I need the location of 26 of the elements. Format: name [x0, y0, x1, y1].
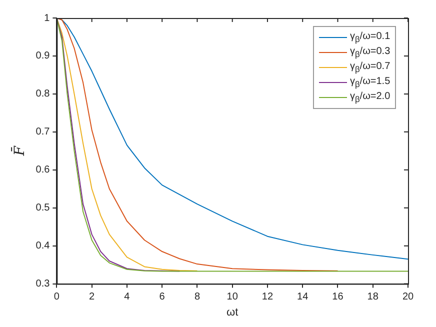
- y-tick-label: 0.7: [36, 126, 50, 138]
- y-tick-label: 0.3: [36, 278, 50, 290]
- x-tick-label: 18: [367, 292, 379, 303]
- x-axis-title: ωt: [226, 306, 238, 318]
- x-tick-label: 0: [54, 292, 60, 303]
- x-tick-label: 20: [402, 292, 414, 303]
- y-tick-label: 0.9: [36, 50, 50, 62]
- y-axis-title: F̄: [10, 144, 28, 157]
- legend-label: γ$_{β}$/ω=0.3: [350, 46, 390, 59]
- y-tick-label: 0.4: [36, 240, 50, 252]
- x-tick-label: 16: [332, 292, 344, 303]
- x-tick-label: 10: [226, 292, 238, 303]
- x-tick-label: 14: [297, 292, 309, 303]
- legend-label: γ$_{β}$/ω=0.7: [350, 61, 390, 74]
- y-tick-label: 1: [44, 12, 50, 24]
- legend-label: γ$_{β}$/ω=2.0: [350, 91, 390, 104]
- x-tick-label: 6: [159, 292, 166, 303]
- x-tick-label: 8: [194, 292, 200, 303]
- x-tick-label: 4: [124, 292, 130, 303]
- legend-label: γ$_{β}$/ω=1.5: [350, 76, 390, 89]
- y-tick-label: 0.6: [36, 164, 50, 176]
- y-tick-label: 0.5: [36, 202, 50, 214]
- x-tick-label: 2: [89, 292, 96, 303]
- x-tick-label: 12: [262, 292, 274, 303]
- y-tick-label: 0.8: [36, 88, 50, 100]
- legend-label: γ$_{β}$/ω=0.1: [350, 31, 390, 44]
